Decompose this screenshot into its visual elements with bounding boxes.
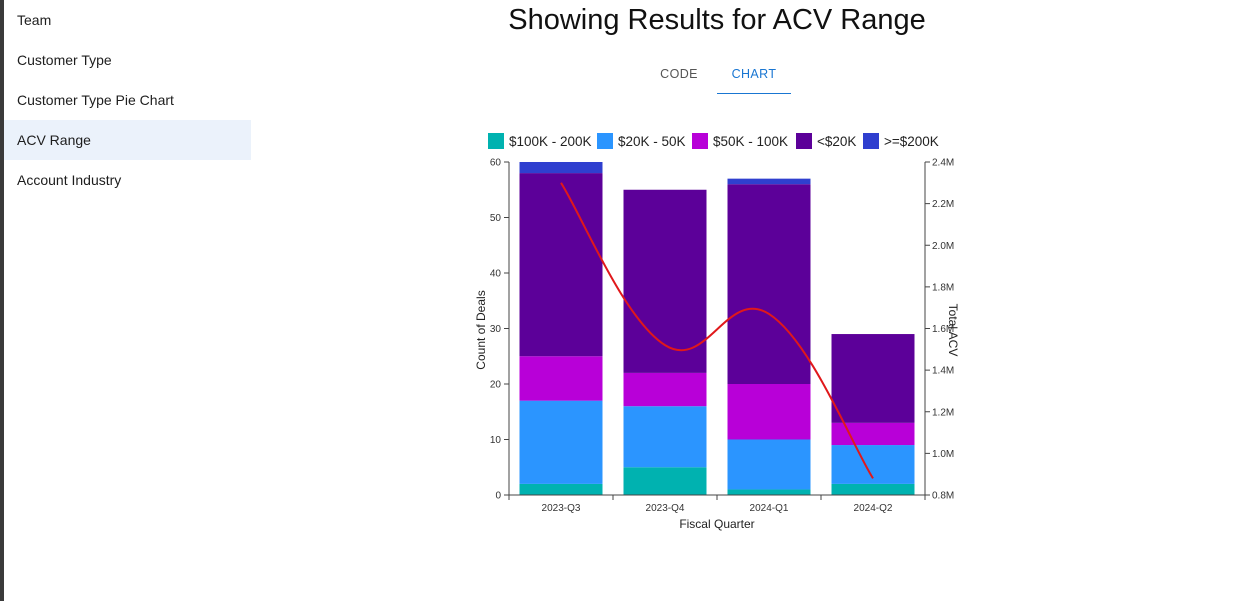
x-tick-label: 2024-Q1 (750, 503, 789, 514)
x-tick-label: 2023-Q3 (542, 503, 581, 514)
y2-axis-label: Total ACV (946, 304, 960, 357)
x-tick-label: 2023-Q4 (646, 503, 685, 514)
acv-range-chart: $100K - 200K $20K - 50K $50K - 100K <$20K >=… (474, 133, 960, 531)
legend-label: $100K - 200K (509, 134, 592, 149)
sidebar-item-acv-range[interactable]: ACV Range (4, 120, 251, 160)
chart-legend: $100K - 200K $20K - 50K $50K - 100K <$20K >=… (488, 133, 939, 149)
total-acv-line (560, 182, 874, 479)
bar-segment (727, 489, 811, 495)
window-left-edge (0, 0, 4, 601)
bar-segment (831, 334, 915, 423)
legend-swatch (863, 133, 879, 149)
y-tick-label: 40 (490, 269, 502, 280)
y-tick-label: 20 (490, 380, 502, 391)
tab-chart[interactable]: CHART (717, 58, 791, 94)
bar-segment (519, 173, 603, 357)
y2-tick-label: 2.2M (932, 199, 954, 210)
bar-segment (519, 356, 603, 401)
bar-segment (623, 406, 707, 468)
y2-tick-label: 2.0M (932, 241, 954, 252)
y-tick-label: 50 (490, 213, 502, 224)
y2-tick-label: 1.0M (932, 449, 954, 460)
bar-segment (519, 162, 603, 174)
y-axis-label: Count of Deals (474, 290, 488, 369)
sidebar: Team Customer Type Customer Type Pie Cha… (4, 0, 251, 200)
bar-segment (831, 483, 915, 495)
y-tick-label: 30 (490, 324, 502, 335)
legend-label: >=$200K (884, 134, 939, 149)
sidebar-item-account-industry[interactable]: Account Industry (17, 172, 122, 188)
chart-line-layer (560, 182, 874, 479)
bar-segment (831, 422, 915, 446)
legend-swatch (488, 133, 504, 149)
y2-tick-label: 1.2M (932, 407, 954, 418)
y2-tick-label: 1.4M (932, 366, 954, 377)
bar-segment (623, 189, 707, 373)
bar-segment (519, 483, 603, 495)
bar-segment (727, 439, 811, 490)
y-tick-label: 0 (495, 491, 501, 502)
bar-segment (727, 384, 811, 440)
y-tick-label: 60 (490, 158, 502, 169)
y2-tick-label: 2.4M (932, 158, 954, 169)
bar-segment (727, 184, 811, 384)
bar-segment (727, 178, 811, 185)
x-tick-label: 2024-Q2 (854, 503, 893, 514)
sidebar-item-customer-type-pie-chart[interactable]: Customer Type Pie Chart (17, 92, 174, 108)
y2-tick-label: 1.6M (932, 324, 954, 335)
chart-bars (519, 162, 915, 495)
sidebar-item-team[interactable]: Team (17, 12, 52, 28)
legend-swatch (597, 133, 613, 149)
legend-label: $50K - 100K (713, 134, 788, 149)
legend-swatch (796, 133, 812, 149)
bar-segment (623, 467, 707, 495)
chart-axes: 0 10 20 30 40 50 60 0.8M 1.0M 1.2M 1.4M 1.6M 1.8M 2.0… (490, 158, 954, 515)
bar-segment (623, 372, 707, 407)
tab-code[interactable]: CODE (660, 67, 698, 81)
legend-label: $20K - 50K (618, 134, 686, 149)
bar-segment (519, 400, 603, 484)
y2-tick-label: 0.8M (932, 491, 954, 502)
page-title: Showing Results for ACV Range (508, 4, 926, 36)
legend-swatch (692, 133, 708, 149)
y2-tick-label: 1.8M (932, 282, 954, 293)
sidebar-item-customer-type[interactable]: Customer Type (17, 52, 112, 68)
legend-label: <$20K (817, 134, 856, 149)
x-axis-label: Fiscal Quarter (679, 517, 754, 531)
y-tick-label: 10 (490, 435, 502, 446)
